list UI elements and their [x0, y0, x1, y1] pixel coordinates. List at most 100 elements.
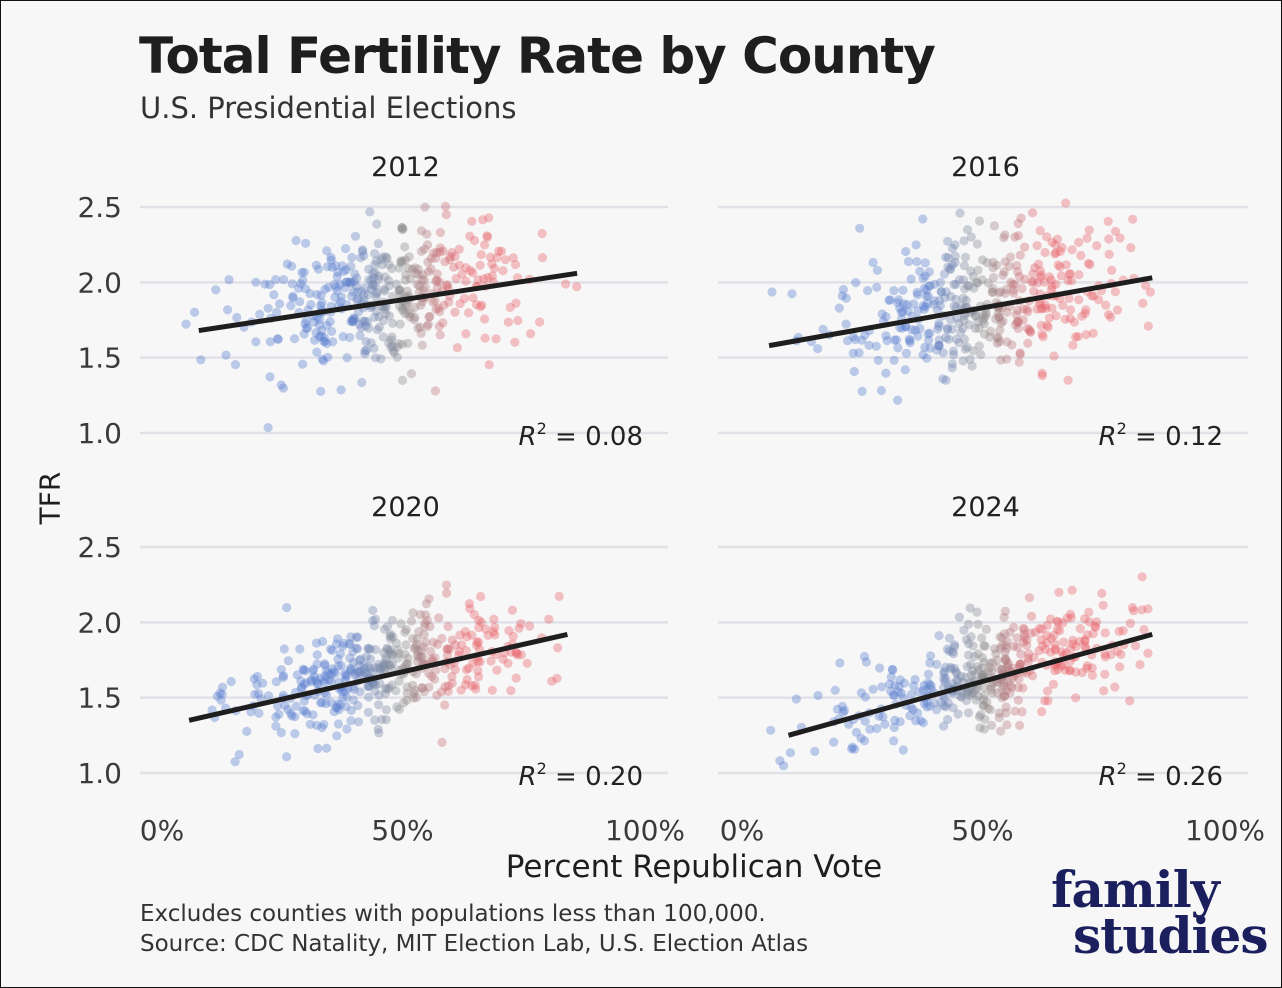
data-point — [893, 295, 904, 305]
data-point — [959, 334, 970, 344]
data-point — [1035, 226, 1045, 236]
data-point — [979, 657, 989, 667]
data-point — [896, 307, 907, 317]
data-point — [374, 312, 384, 322]
data-point — [381, 655, 391, 666]
data-point — [475, 302, 485, 312]
data-point — [962, 635, 972, 645]
data-point — [379, 661, 389, 671]
data-point — [378, 661, 388, 671]
data-point — [1039, 277, 1050, 287]
data-point — [483, 630, 493, 641]
data-point — [299, 665, 309, 675]
data-point — [987, 688, 997, 698]
data-point — [979, 669, 989, 679]
data-point — [306, 676, 317, 687]
data-point — [359, 290, 369, 300]
data-point — [875, 663, 885, 673]
data-point — [351, 632, 361, 642]
data-point — [387, 263, 397, 274]
data-point — [418, 270, 428, 280]
data-point — [461, 263, 471, 273]
data-point — [1130, 641, 1141, 651]
data-point — [305, 288, 315, 299]
data-point — [341, 277, 351, 287]
data-point — [999, 612, 1009, 622]
data-point — [918, 350, 928, 360]
data-point — [895, 303, 905, 313]
data-point — [379, 624, 390, 634]
data-point — [387, 650, 397, 660]
data-point — [322, 262, 332, 272]
data-point — [431, 665, 441, 675]
data-point — [416, 645, 426, 656]
data-point — [313, 679, 323, 689]
data-point — [945, 264, 955, 274]
data-point — [409, 693, 419, 703]
logo-line-studies: studies — [1073, 906, 1269, 965]
data-point — [906, 274, 916, 284]
data-point — [972, 239, 983, 249]
data-point — [854, 348, 864, 358]
data-point — [970, 323, 981, 333]
data-point — [1094, 295, 1104, 305]
data-point — [1058, 300, 1068, 310]
data-point — [320, 675, 330, 685]
data-point — [276, 380, 286, 390]
data-point — [311, 260, 321, 270]
data-point — [909, 299, 919, 309]
data-point — [939, 673, 949, 684]
data-point — [503, 317, 513, 327]
data-point — [447, 248, 457, 258]
data-point — [298, 275, 308, 285]
data-point — [1046, 275, 1056, 285]
data-point — [935, 301, 945, 311]
data-point — [934, 631, 944, 641]
data-point — [368, 281, 378, 291]
data-point — [476, 591, 486, 602]
data-point — [271, 712, 281, 722]
data-point — [553, 643, 563, 653]
data-point — [1082, 233, 1092, 243]
data-point — [919, 680, 929, 690]
data-point — [1034, 298, 1044, 309]
data-point — [813, 690, 823, 701]
data-point — [410, 302, 420, 312]
data-point — [223, 305, 233, 315]
data-point — [897, 323, 907, 333]
data-point — [901, 246, 911, 257]
data-point — [312, 678, 322, 688]
data-point — [837, 291, 847, 301]
data-point — [1013, 218, 1023, 229]
data-point — [1000, 656, 1011, 666]
data-point — [779, 761, 789, 771]
data-point — [461, 646, 471, 656]
data-point — [1053, 260, 1063, 270]
data-point — [1043, 696, 1053, 706]
data-point — [940, 662, 951, 672]
data-point — [1071, 641, 1081, 652]
data-point — [855, 223, 865, 233]
data-point — [857, 386, 867, 396]
data-point — [1026, 327, 1036, 337]
data-point — [1052, 234, 1063, 244]
data-point — [363, 643, 373, 653]
data-point — [375, 664, 385, 674]
data-point — [1101, 300, 1111, 310]
data-point — [997, 633, 1007, 643]
data-point — [921, 291, 931, 301]
data-point — [882, 335, 892, 346]
data-point — [1005, 627, 1015, 638]
data-point — [419, 630, 429, 640]
data-point — [1032, 241, 1042, 251]
data-point — [476, 250, 486, 260]
data-point — [934, 335, 944, 345]
data-point — [474, 672, 484, 682]
data-point — [392, 702, 402, 712]
data-point — [417, 340, 427, 350]
data-point — [405, 274, 415, 284]
data-point — [988, 272, 999, 283]
data-point — [991, 314, 1001, 324]
data-point — [1100, 628, 1110, 638]
data-point — [320, 336, 330, 346]
